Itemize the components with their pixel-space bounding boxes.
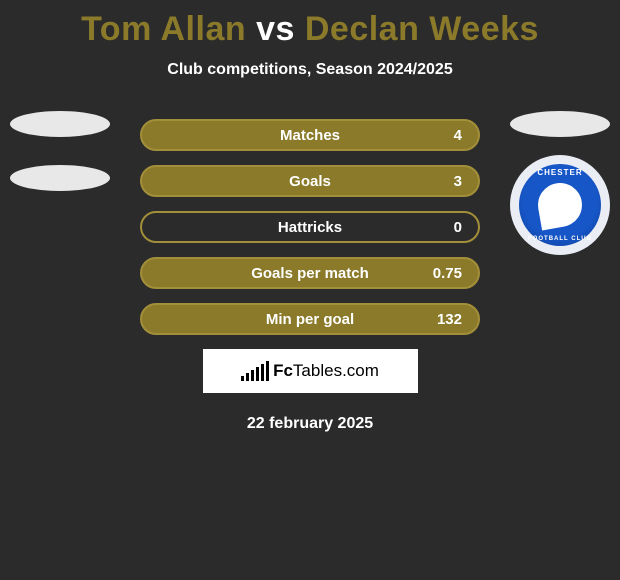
stats-list: Matches 4 Goals 3 Hattricks 0 Goals per match 0… [140,119,480,335]
stat-value: 0 [454,219,462,236]
brand-bar [266,361,269,381]
stat-label: Min per goal [266,311,354,328]
brand-chart-icon [241,361,269,381]
stat-label: Goals [289,173,331,190]
stat-label: Hattricks [278,219,342,236]
player1-club-placeholder [10,111,110,137]
subtitle: Club competitions, Season 2024/2025 [0,61,620,79]
stat-value: 4 [454,127,462,144]
stat-label: Goals per match [251,265,369,282]
stat-value: 3 [454,173,462,190]
lion-icon [535,180,586,231]
brand-text: FcTables.com [273,361,379,381]
brand-prefix: Fc [273,361,293,380]
date-text: 22 february 2025 [0,415,620,433]
left-player-badges [10,111,110,191]
comparison-content: CHESTER FOOTBALL CLUB Matches 4 Goals 3 Hatt… [0,119,620,433]
brand-bar [261,364,264,381]
vs-separator: vs [256,10,295,48]
brand-bar [256,367,259,381]
brand-bar [246,373,249,381]
player2-club-badge: CHESTER FOOTBALL CLUB [510,155,610,255]
club-crest: CHESTER FOOTBALL CLUB [519,164,601,246]
club-name-bottom: FOOTBALL CLUB [528,236,592,242]
brand-suffix: Tables.com [293,361,379,380]
stat-row-goals: Goals 3 [140,165,480,197]
page-title: Tom Allan vs Declan Weeks [0,0,620,49]
stat-value: 132 [437,311,462,328]
club-name-top: CHESTER [537,168,582,177]
right-player-badges: CHESTER FOOTBALL CLUB [510,111,610,255]
brand-bar [241,376,244,381]
player1-name: Tom Allan [81,10,246,48]
player2-name: Declan Weeks [305,10,539,48]
player1-photo-placeholder [10,165,110,191]
brand-bar [251,370,254,381]
stat-row-hattricks: Hattricks 0 [140,211,480,243]
stat-row-goals-per-match: Goals per match 0.75 [140,257,480,289]
stat-row-min-per-goal: Min per goal 132 [140,303,480,335]
player2-photo-placeholder [510,111,610,137]
stat-label: Matches [280,127,340,144]
stat-value: 0.75 [433,265,462,282]
brand-logo[interactable]: FcTables.com [203,349,418,393]
stat-row-matches: Matches 4 [140,119,480,151]
